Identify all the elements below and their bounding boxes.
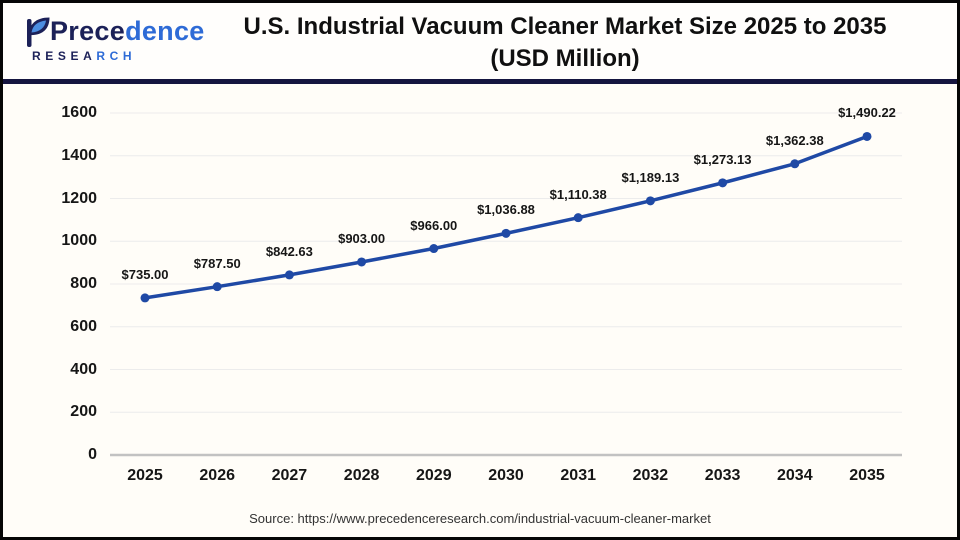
logo-subtitle-light: RCH xyxy=(96,49,137,63)
data-point xyxy=(212,282,222,292)
data-point xyxy=(573,213,583,223)
data-point-label: $1,362.38 xyxy=(765,132,824,148)
y-tick-label: 1600 xyxy=(61,104,97,121)
data-point xyxy=(140,293,150,303)
y-tick-label: 800 xyxy=(70,275,97,292)
data-point-label: $903.00 xyxy=(338,230,386,246)
y-tick-label: 1000 xyxy=(61,232,97,250)
data-point-label: $1,273.13 xyxy=(693,151,752,167)
logo-brand-row: Prece dence xyxy=(23,16,205,48)
x-tick-label: 2033 xyxy=(704,467,741,484)
data-point-label: $966.00 xyxy=(410,217,458,233)
data-point xyxy=(429,244,439,254)
logo-subtitle-dark: RESEA xyxy=(32,49,97,63)
precedence-research-logo: Prece dence RESEARCH xyxy=(23,16,205,63)
data-point-label: $1,110.38 xyxy=(549,186,607,202)
y-tick-label: 600 xyxy=(70,317,97,335)
x-tick-label: 2035 xyxy=(849,467,885,484)
x-tick-label: 2028 xyxy=(343,467,380,484)
data-point-label: $735.00 xyxy=(121,266,169,282)
y-tick-label: 0 xyxy=(88,446,97,463)
chart-title-line2: (USD Million) xyxy=(490,45,640,72)
data-point-label: $842.63 xyxy=(265,243,313,259)
data-point xyxy=(718,178,728,188)
data-point xyxy=(501,228,511,238)
x-tick-label: 2032 xyxy=(632,467,669,484)
logo-brand-text-light: dence xyxy=(125,16,205,46)
data-point xyxy=(862,131,872,141)
data-point-label: $1,036.88 xyxy=(477,202,535,218)
y-tick-label: 1200 xyxy=(61,189,97,207)
logo-brand-text-dark: Prece xyxy=(50,16,126,46)
chart-title-line1: U.S. Industrial Vacuum Cleaner Market Si… xyxy=(243,13,887,40)
y-tick-label: 400 xyxy=(70,360,97,378)
data-point-label: $1,189.13 xyxy=(621,169,680,185)
header: Prece dence RESEARCH U.S. Industrial Vacu… xyxy=(3,3,957,84)
x-tick-label: 2026 xyxy=(199,467,235,484)
logo-subtitle: RESEARCH xyxy=(32,49,205,63)
chart-title: U.S. Industrial Vacuum Cleaner Market Si… xyxy=(188,11,942,75)
x-tick-label: 2027 xyxy=(271,467,308,484)
x-tick-label: 2025 xyxy=(127,467,163,484)
x-tick-label: 2034 xyxy=(777,467,813,484)
y-tick-label: 200 xyxy=(70,403,97,421)
x-tick-label: 2030 xyxy=(488,467,524,484)
data-point xyxy=(284,270,294,280)
data-point-label: $1,490.22 xyxy=(838,105,896,121)
data-point xyxy=(790,159,800,169)
x-tick-label: 2031 xyxy=(560,467,596,484)
source-citation: Source: https://www.precedenceresearch.c… xyxy=(249,511,711,526)
data-point xyxy=(645,196,655,206)
x-tick-label: 2029 xyxy=(416,467,452,484)
precedence-leaf-logo-icon xyxy=(27,17,50,47)
y-tick-label: 1400 xyxy=(61,146,97,164)
data-point xyxy=(357,257,367,267)
data-point-label: $787.50 xyxy=(193,255,241,271)
